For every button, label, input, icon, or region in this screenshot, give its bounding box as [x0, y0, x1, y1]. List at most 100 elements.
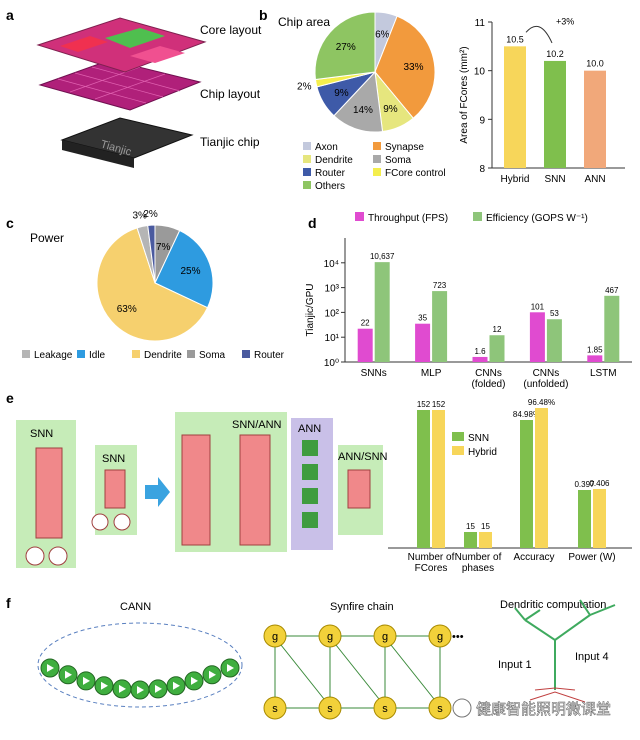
dendrite-inputs: [529, 687, 586, 703]
y-axis-title: Area of FCores (mm²): [459, 46, 470, 143]
slice-label: 2%: [143, 209, 158, 220]
pie-slice: [333, 70, 384, 133]
legend-swatch: [355, 212, 364, 221]
slice-label: 27%: [336, 42, 356, 53]
legend-swatch: [187, 350, 195, 358]
triangle-icon: [83, 676, 90, 685]
ann-box: [291, 418, 333, 550]
y-tick-label: 10⁰: [324, 358, 339, 369]
legend-label: Axon: [315, 142, 338, 153]
slice-label: 6%: [375, 30, 390, 41]
ann-neuron: [302, 464, 318, 480]
legend-label: Dendrite: [315, 155, 353, 166]
y-tick-label: 10³: [325, 284, 340, 295]
bar: [472, 356, 488, 362]
x-tick-label: (folded): [472, 379, 506, 390]
core-layout-layer: [36, 17, 207, 73]
bar: [479, 532, 492, 548]
triangle-icon: [65, 670, 72, 679]
bar-value-label: 0.397: [574, 480, 595, 489]
legend-swatch: [373, 155, 381, 163]
triangle-icon: [227, 664, 234, 672]
legend-label: Leakage: [34, 350, 73, 361]
legend-swatch: [303, 155, 311, 163]
ann-snn-block: [347, 469, 371, 509]
legend-swatch: [473, 212, 482, 221]
bar: [432, 410, 445, 548]
slice-label: 2%: [297, 81, 312, 92]
x-tick-label: Number of: [408, 552, 455, 563]
bar-value-label: 0.406: [589, 479, 610, 488]
triangle-icon: [209, 670, 216, 679]
legend-label: Efficiency (GOPS W⁻¹): [486, 213, 588, 224]
legend-label: Soma: [199, 350, 226, 361]
dendritic-title: Dendritic computation: [500, 599, 606, 611]
panel-label-e: e: [6, 390, 14, 406]
y-tick-label: 8: [479, 164, 485, 175]
x-tick-label: LSTM: [590, 368, 617, 379]
chip-area-pie: 6% 33% 9% 14% 9% 2% 27%: [297, 11, 436, 133]
cann-nodes: [40, 658, 240, 700]
network-diagram: SNN SNN SNN/ANN ANN ANN/SNN: [16, 412, 388, 568]
chip-layers-illustration: Tianjic Core layout Chip layout Tianjic …: [36, 17, 262, 168]
bar-value-label: 10,637: [370, 252, 395, 261]
legend-swatch: [242, 350, 250, 358]
x-tick-label: CNNs: [533, 368, 560, 379]
x-tick-label: MLP: [421, 368, 442, 379]
triangle-icon: [191, 676, 198, 685]
power-pie: 7% 25% 63% 3%2%: [96, 209, 214, 342]
legend-swatch: [373, 142, 381, 150]
tianjic-chip-label: Tianjic chip: [200, 135, 260, 149]
legend-swatch: [132, 350, 140, 358]
panel-label-d: d: [308, 215, 317, 231]
cann-ring: [37, 622, 243, 708]
chip-area-title: Chip area: [278, 15, 330, 29]
x-tick-label: phases: [462, 563, 494, 574]
legend-label: Router: [315, 168, 346, 179]
x-tick-label: SNNs: [361, 368, 387, 379]
power-title: Power: [30, 231, 64, 245]
triangle-icon: [47, 664, 54, 672]
bar: [432, 291, 448, 362]
bar-value-label: 22: [361, 319, 370, 328]
legend-label: SNN: [468, 433, 489, 444]
ann-neuron: [302, 440, 318, 456]
triangle-icon: [101, 681, 108, 690]
bar-value-label: 152: [417, 400, 431, 409]
y-axis-title: Tianjic/GPU: [305, 284, 316, 337]
bar: [357, 328, 373, 362]
synfire-ellipsis: •••: [452, 631, 464, 643]
panel-label-a: a: [6, 7, 14, 23]
annotation-label: +3%: [556, 16, 574, 26]
ann-label: ANN: [298, 423, 321, 435]
bar-value-label: 12: [493, 325, 502, 334]
synfire-title: Synfire chain: [330, 601, 394, 613]
power-legend: Leakage Idle Dendrite Soma Router: [22, 350, 285, 361]
y-tick-label: 10²: [325, 308, 340, 319]
legend-label: Router: [254, 350, 285, 361]
bar: [529, 312, 545, 362]
spike-icon: [25, 546, 45, 566]
g-node-label: g: [327, 631, 333, 643]
pie-slice: [96, 227, 209, 342]
bar: [415, 323, 431, 362]
snn-ann-label: SNN/ANN: [232, 419, 282, 431]
slice-label: 25%: [180, 266, 200, 277]
bar-value-label: 53: [550, 309, 559, 318]
bar: [504, 46, 526, 169]
bar: [584, 70, 606, 168]
dendrite-tree: [514, 599, 616, 690]
legend-swatch: [373, 168, 381, 176]
x-tick-label: Power (W): [568, 552, 615, 563]
chain-edge: [390, 644, 435, 700]
x-tick-label: Hybrid: [501, 174, 530, 185]
core-block-red: [60, 36, 108, 52]
bar-value-label: 96.48%: [528, 398, 555, 407]
arrow-right-icon: [145, 477, 170, 507]
slice-label: 33%: [404, 62, 424, 73]
slice-label: 7%: [156, 242, 171, 253]
legend-swatch: [303, 142, 311, 150]
bar-value-label: 35: [418, 314, 427, 323]
